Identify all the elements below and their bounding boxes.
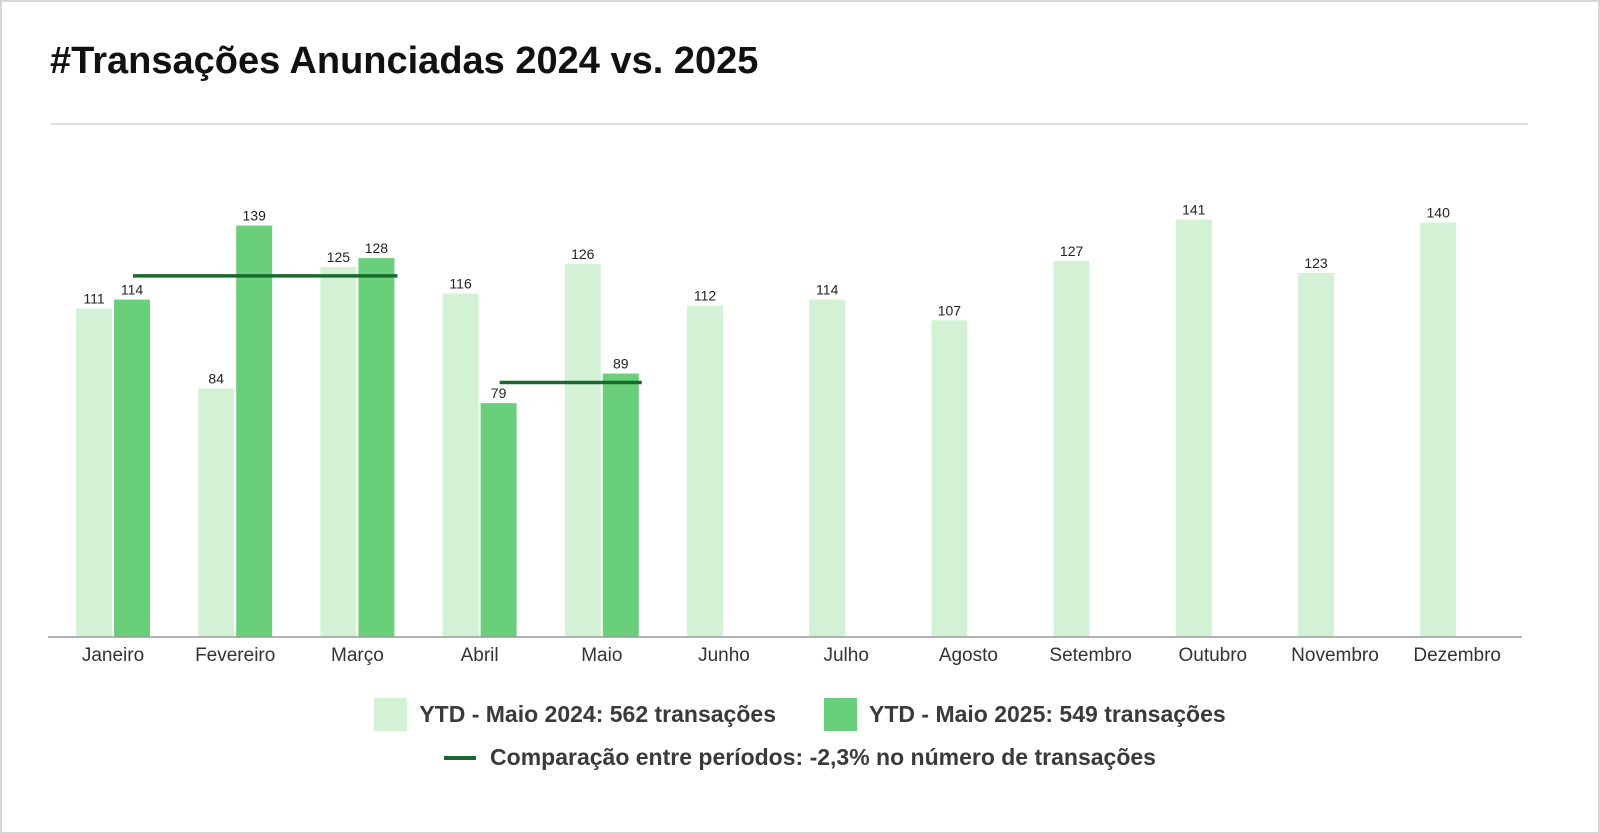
- x-tick-setembro: Setembro: [1049, 645, 1131, 666]
- bar-2024-novembro: [1298, 272, 1334, 637]
- bar-2024-dezembro: [1420, 222, 1457, 637]
- data-label-2024-julho: 114: [816, 282, 839, 298]
- data-label-2024-abril: 116: [449, 276, 472, 292]
- bar-2024-agosto: [931, 320, 968, 637]
- title-divider: [50, 123, 1528, 125]
- data-label-2024-janeiro: 111: [83, 290, 104, 306]
- legend-line-swatch: [444, 755, 477, 760]
- data-label-2025-fevereiro: 139: [243, 208, 267, 224]
- bar-2024-janeiro: [76, 308, 112, 637]
- data-label-2024-junho: 112: [694, 287, 717, 303]
- legend-item-2025: YTD - Maio 2025: 549 transações: [824, 698, 1226, 731]
- data-label-2025-janeiro: 114: [121, 282, 144, 298]
- legend-item-comparison: Comparação entre períodos: -2,3% no núme…: [444, 744, 1156, 771]
- data-label-2025-maio: 89: [613, 356, 629, 372]
- bar-2024-maio: [564, 264, 601, 637]
- x-tick-abril: Abril: [461, 645, 499, 666]
- data-label-2024-fevereiro: 84: [208, 370, 224, 386]
- data-label-2024-agosto: 107: [938, 302, 962, 318]
- x-tick-maio: Maio: [581, 645, 622, 666]
- bar-2024-junho: [687, 305, 723, 637]
- x-tick-agosto: Agosto: [939, 645, 998, 666]
- data-label-2024-novembro: 123: [1304, 255, 1328, 271]
- legend-series: YTD - Maio 2024: 562 transações YTD - Ma…: [0, 698, 1600, 731]
- x-tick-julho: Julho: [823, 645, 868, 666]
- bar-2025-fevereiro: [236, 225, 273, 637]
- bar-2025-maio: [602, 373, 639, 637]
- x-tick-marco: Março: [331, 645, 384, 666]
- x-tick-fevereiro: Fevereiro: [195, 645, 275, 666]
- data-label-2024-setembro: 127: [1060, 243, 1084, 259]
- legend-swatch-2024: [374, 698, 408, 731]
- legend-swatch-2025: [824, 698, 857, 731]
- x-tick-dezembro: Dezembro: [1413, 645, 1501, 666]
- data-label-2024-marco: 125: [327, 249, 351, 265]
- data-label-2025-abril: 79: [491, 385, 507, 401]
- bar-2025-abril: [480, 403, 517, 637]
- chart-title: #Transações Anunciadas 2024 vs. 2025: [50, 40, 759, 82]
- legend-label-2024: YTD - Maio 2024: 562 transações: [419, 701, 776, 727]
- x-tick-junho: Junho: [698, 645, 750, 666]
- x-tick-outubro: Outubro: [1178, 645, 1247, 666]
- x-tick-janeiro: Janeiro: [82, 645, 144, 666]
- bar-2024-abril: [442, 293, 479, 637]
- legend-label-comparison: Comparação entre períodos: -2,3% no núme…: [490, 744, 1156, 770]
- legend-comparison: Comparação entre períodos: -2,3% no núme…: [0, 744, 1600, 771]
- data-label-2025-marco: 128: [365, 240, 389, 256]
- bar-2024-marco: [320, 267, 357, 637]
- bar-2024-julho: [809, 299, 846, 637]
- data-label-2024-maio: 126: [571, 246, 595, 262]
- data-label-2024-dezembro: 140: [1427, 205, 1451, 221]
- x-tick-novembro: Novembro: [1291, 645, 1379, 666]
- bar-2024-fevereiro: [198, 388, 235, 637]
- bar-2024-outubro: [1175, 219, 1212, 637]
- data-label-2024-outubro: 141: [1182, 202, 1206, 218]
- bar-2024-setembro: [1053, 261, 1090, 637]
- legend-label-2025: YTD - Maio 2025: 549 transações: [869, 701, 1226, 727]
- legend-item-2024: YTD - Maio 2024: 562 transações: [374, 698, 776, 731]
- bar-2025-janeiro: [114, 299, 150, 637]
- bar-2025-marco: [358, 258, 395, 637]
